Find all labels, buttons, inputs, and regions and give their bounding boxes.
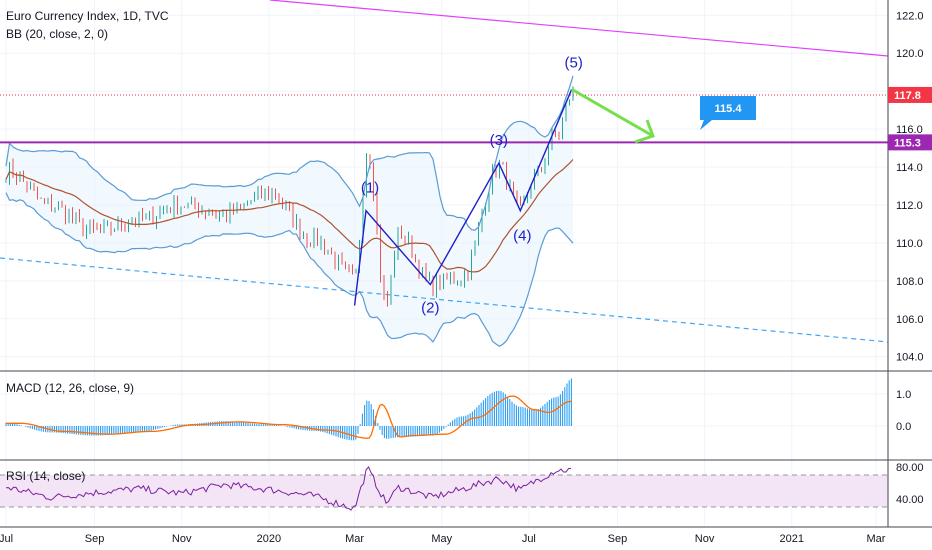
price-tick-label: 112.0: [896, 200, 923, 212]
wave-label-5: (5): [565, 54, 583, 71]
price-tag-label: 115.3: [894, 137, 921, 149]
time-tick-label: Sep: [608, 533, 628, 545]
bollinger-lower-band: [5, 192, 574, 348]
price-tick-label: 116.0: [896, 124, 923, 136]
rsi-band-fill: [0, 475, 888, 507]
wave-label-3: (3): [490, 132, 508, 149]
time-tick-label: Mar: [345, 533, 364, 545]
rsi-line[interactable]: [5, 465, 572, 511]
price-tag-label: 117.8: [894, 90, 921, 102]
bollinger-basis: [5, 159, 574, 273]
upper-trendline[interactable]: [269, 0, 889, 57]
price-tick-label: 108.0: [896, 276, 924, 288]
time-tick-label: 2020: [257, 533, 281, 545]
elliott-wave-line[interactable]: [353, 89, 573, 306]
price-tick-label: 120.0: [896, 48, 924, 60]
target-label: 115.4: [715, 103, 743, 115]
bb-indicator-label: BB (20, close, 2, 0): [6, 27, 108, 41]
time-tick-label: Nov: [695, 533, 715, 545]
price-tick-label: 106.0: [896, 314, 924, 326]
price-tick-label: 110.0: [896, 238, 923, 250]
support-trendline[interactable]: [0, 257, 889, 343]
price-tag-box: [888, 134, 932, 151]
price-tick-label: 122.0: [896, 10, 924, 22]
macd-tick-label: 0.0: [896, 421, 911, 433]
time-axis[interactable]: Jul Sep Nov 2020 Mar May Jul Sep Nov 2021 Mar: [0, 533, 886, 545]
bollinger-upper-band: [5, 75, 574, 231]
time-tick-label: Jul: [0, 533, 13, 545]
price-tick-label: 114.0: [896, 162, 923, 174]
time-tick-label: 2021: [779, 533, 803, 545]
time-tick-label: Sep: [85, 533, 105, 545]
time-tick-label: Nov: [172, 533, 192, 545]
projection-arrow[interactable]: [570, 87, 654, 138]
grid: [0, 0, 888, 527]
macd-signal-line: [6, 395, 572, 439]
target-callout[interactable]: [700, 96, 756, 130]
macd-title: MACD (12, 26, close, 9): [6, 381, 134, 395]
rsi-pane[interactable]: [0, 465, 888, 511]
time-tick-label: May: [431, 533, 452, 545]
price-tag-box: [888, 86, 932, 103]
rsi-title: RSI (14, close): [6, 469, 85, 483]
rsi-tick-label: 80.00: [896, 462, 924, 474]
wave-label-2: (2): [421, 300, 439, 317]
macd-pane[interactable]: [5, 378, 572, 441]
time-tick-label: Jul: [522, 533, 536, 545]
price-tags: 117.8 115.3: [888, 86, 932, 151]
chart-title: Euro Currency Index, 1D, TVC: [6, 9, 169, 23]
macd-tick-label: 1.0: [896, 389, 911, 401]
rsi-tick-label: 40.00: [896, 494, 924, 506]
wave-label-1: (1): [361, 180, 379, 197]
price-pane[interactable]: (1) (2) (3) (4) (5) 115.4: [0, 0, 889, 348]
price-tick-label: 104.0: [896, 352, 924, 364]
wave-label-4: (4): [513, 228, 531, 245]
projection-arrowhead: [634, 119, 655, 144]
time-tick-label: Mar: [867, 533, 886, 545]
